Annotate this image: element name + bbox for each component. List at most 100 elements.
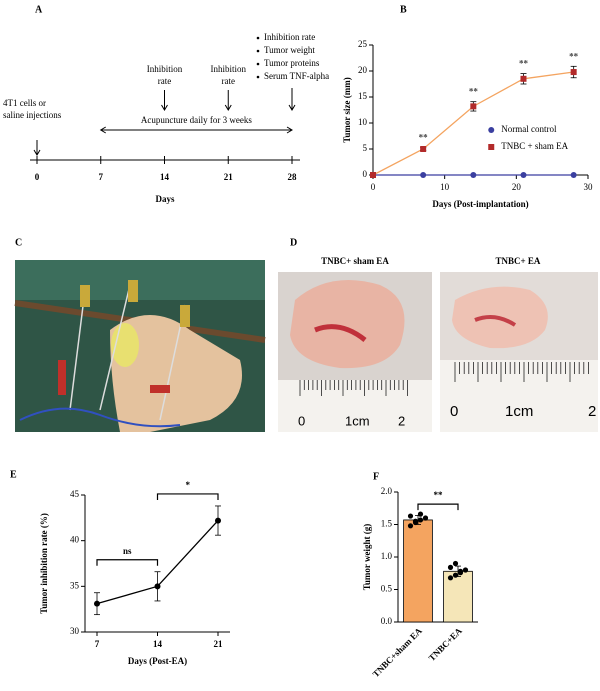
tumor-detail [314,324,367,342]
wire [19,407,181,428]
ruler-label: 2 [588,403,596,420]
y-tick-label: 0 [363,169,368,179]
significance-label: ** [469,87,479,97]
event-label: saline injections [3,110,62,120]
significance-label: ** [419,133,429,143]
arrow-head [33,149,41,156]
marker [370,172,376,178]
panel-label: C [15,237,22,248]
significance-label: ** [569,51,579,61]
timeline-tick-label: 0 [35,172,40,182]
arrow-head [161,104,168,111]
arrow-head [224,104,232,111]
tumor-detail [474,314,517,327]
x-tick-label: 30 [584,182,594,192]
clip [180,305,190,327]
event-label: Serum TNF-alpha [264,71,329,81]
panel-label: B [400,4,407,15]
image-caption: TNBC+ EA [496,256,541,266]
data-point [462,567,469,573]
timeline-tick-label: 21 [224,172,234,182]
significance-label: ** [519,59,529,69]
significance-label: ns [123,546,132,556]
wire [69,289,86,411]
y-tick-label: 1.5 [381,519,393,529]
event-label: Tumor proteins [264,58,320,68]
bullet [256,75,260,79]
x-tick-label: 7 [95,639,100,649]
x-tick-label: 20 [512,182,522,192]
bullet [256,36,260,40]
marker [420,146,427,152]
data-point [407,513,414,519]
tumor [290,280,405,369]
marker [520,172,527,178]
event-label: 4T1 cells or [3,98,46,108]
y-tick-label: 20 [358,65,368,75]
y-tick-label: 35 [70,580,80,590]
x-tick-label: 10 [440,182,450,192]
significance-label: * [186,480,191,490]
x-tick-label: 0 [371,182,376,192]
timeline-tick-label: 14 [160,172,170,182]
ruler-label: 2 [398,413,405,428]
timeline-tick-label: 28 [288,172,298,182]
marker [520,75,527,82]
bullet [256,49,260,53]
marker [94,600,100,607]
data-point [412,518,419,524]
data-point [452,560,459,567]
data-point [447,564,454,571]
clip [80,285,90,307]
significance-bracket [156,493,219,500]
timeline-tick-label: 7 [99,172,104,182]
y-tick-label: 15 [358,91,368,101]
data-point [452,572,459,578]
y-tick-label: 0.5 [381,584,393,594]
y-tick-label: 1.0 [381,551,393,561]
x-tick-label: TNBC+sham EA [371,625,425,679]
ruler-ticks [299,362,589,396]
period-label: Acupuncture daily for 3 weeks [141,115,252,125]
x-axis-title: Days (Post-implantation) [432,199,528,209]
x-tick-label: 14 [153,639,163,649]
photo-d: TNBC+ sham EA TNBC+ EA 0 1cm 2 0 1cm 2 [278,256,598,432]
marker [470,172,477,178]
y-tick-label: 40 [70,535,80,545]
clip [58,360,66,395]
marker [470,103,477,110]
x-axis-title: Days (Post-EA) [128,656,187,666]
data-point [417,517,424,523]
bar [443,570,473,623]
arrow-head [286,126,293,134]
data-point [457,568,464,574]
timeline-axis-title: Days [155,194,174,204]
event-label: Inhibition [211,64,247,74]
marker [215,517,221,524]
marker [570,172,577,178]
panel-label: D [290,237,297,248]
y-axis-title: Tumor inhibition rate (%) [39,513,49,614]
x-tick-label: TNBC+EA [427,625,465,663]
y-tick-label: 10 [358,117,368,127]
y-tick-label: 5 [363,143,368,153]
event-label: rate [222,76,236,86]
event-label: Inhibition [147,64,183,74]
event-label: rate [158,76,172,86]
y-tick-label: 45 [70,489,80,499]
y-axis-title: Tumor size (mm) [342,77,352,143]
legend-label: TNBC + sham EA [501,141,568,151]
panel-label: F [373,471,379,482]
bullet [256,62,260,66]
ruler [278,380,432,432]
photo-shade [15,260,265,300]
significance-bracket [417,503,459,511]
ruler-label: 1cm [505,403,533,420]
y-tick-label: 30 [70,626,80,636]
clip [128,280,138,302]
marker [154,583,161,590]
wire [99,284,131,411]
event-label: Inhibition rate [264,32,315,42]
y-axis-title: Tumor weight (g) [362,524,372,591]
